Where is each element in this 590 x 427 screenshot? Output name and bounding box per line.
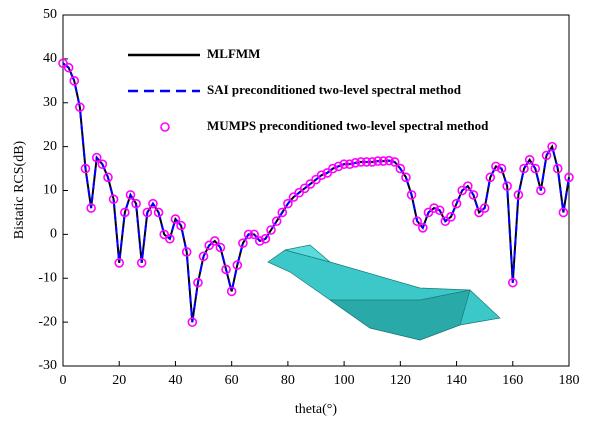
x-tick-label: 40	[168, 373, 182, 388]
y-tick-label: 40	[43, 51, 57, 66]
y-tick-label: 20	[43, 139, 57, 154]
x-tick-label: 100	[334, 373, 355, 388]
aircraft-illustration	[268, 245, 500, 340]
x-tick-label: 60	[225, 373, 239, 388]
x-tick-label: 0	[60, 373, 67, 388]
y-tick-label: -30	[38, 358, 57, 373]
chart: Bistatic RCS(dB) theta(°) -30 -20 -10 0 10 20…	[0, 0, 590, 422]
x-tick-label: 180	[559, 373, 580, 388]
y-axis-label: Bistatic RCS(dB)	[12, 140, 27, 239]
legend-marker	[161, 123, 169, 131]
x-tick-label: 80	[281, 373, 295, 388]
y-tick-label: -20	[38, 314, 57, 329]
x-tick-label: 140	[446, 373, 467, 388]
x-tick-label: 160	[502, 373, 523, 388]
x-axis-label: theta(°)	[295, 402, 337, 417]
x-tick-label: 20	[112, 373, 126, 388]
legend-label: MUMPS preconditioned two-level spectral …	[207, 118, 489, 133]
legend-label: SAI preconditioned two-level spectral me…	[207, 82, 462, 97]
y-tick-label: -10	[38, 270, 57, 285]
y-tick-label: 0	[50, 227, 57, 242]
y-tick-label: 10	[43, 183, 57, 198]
legend-label: MLFMM	[207, 46, 260, 61]
y-tick-label: 30	[43, 95, 57, 110]
y-tick-label: 50	[43, 7, 57, 22]
x-tick-label: 120	[390, 373, 411, 388]
